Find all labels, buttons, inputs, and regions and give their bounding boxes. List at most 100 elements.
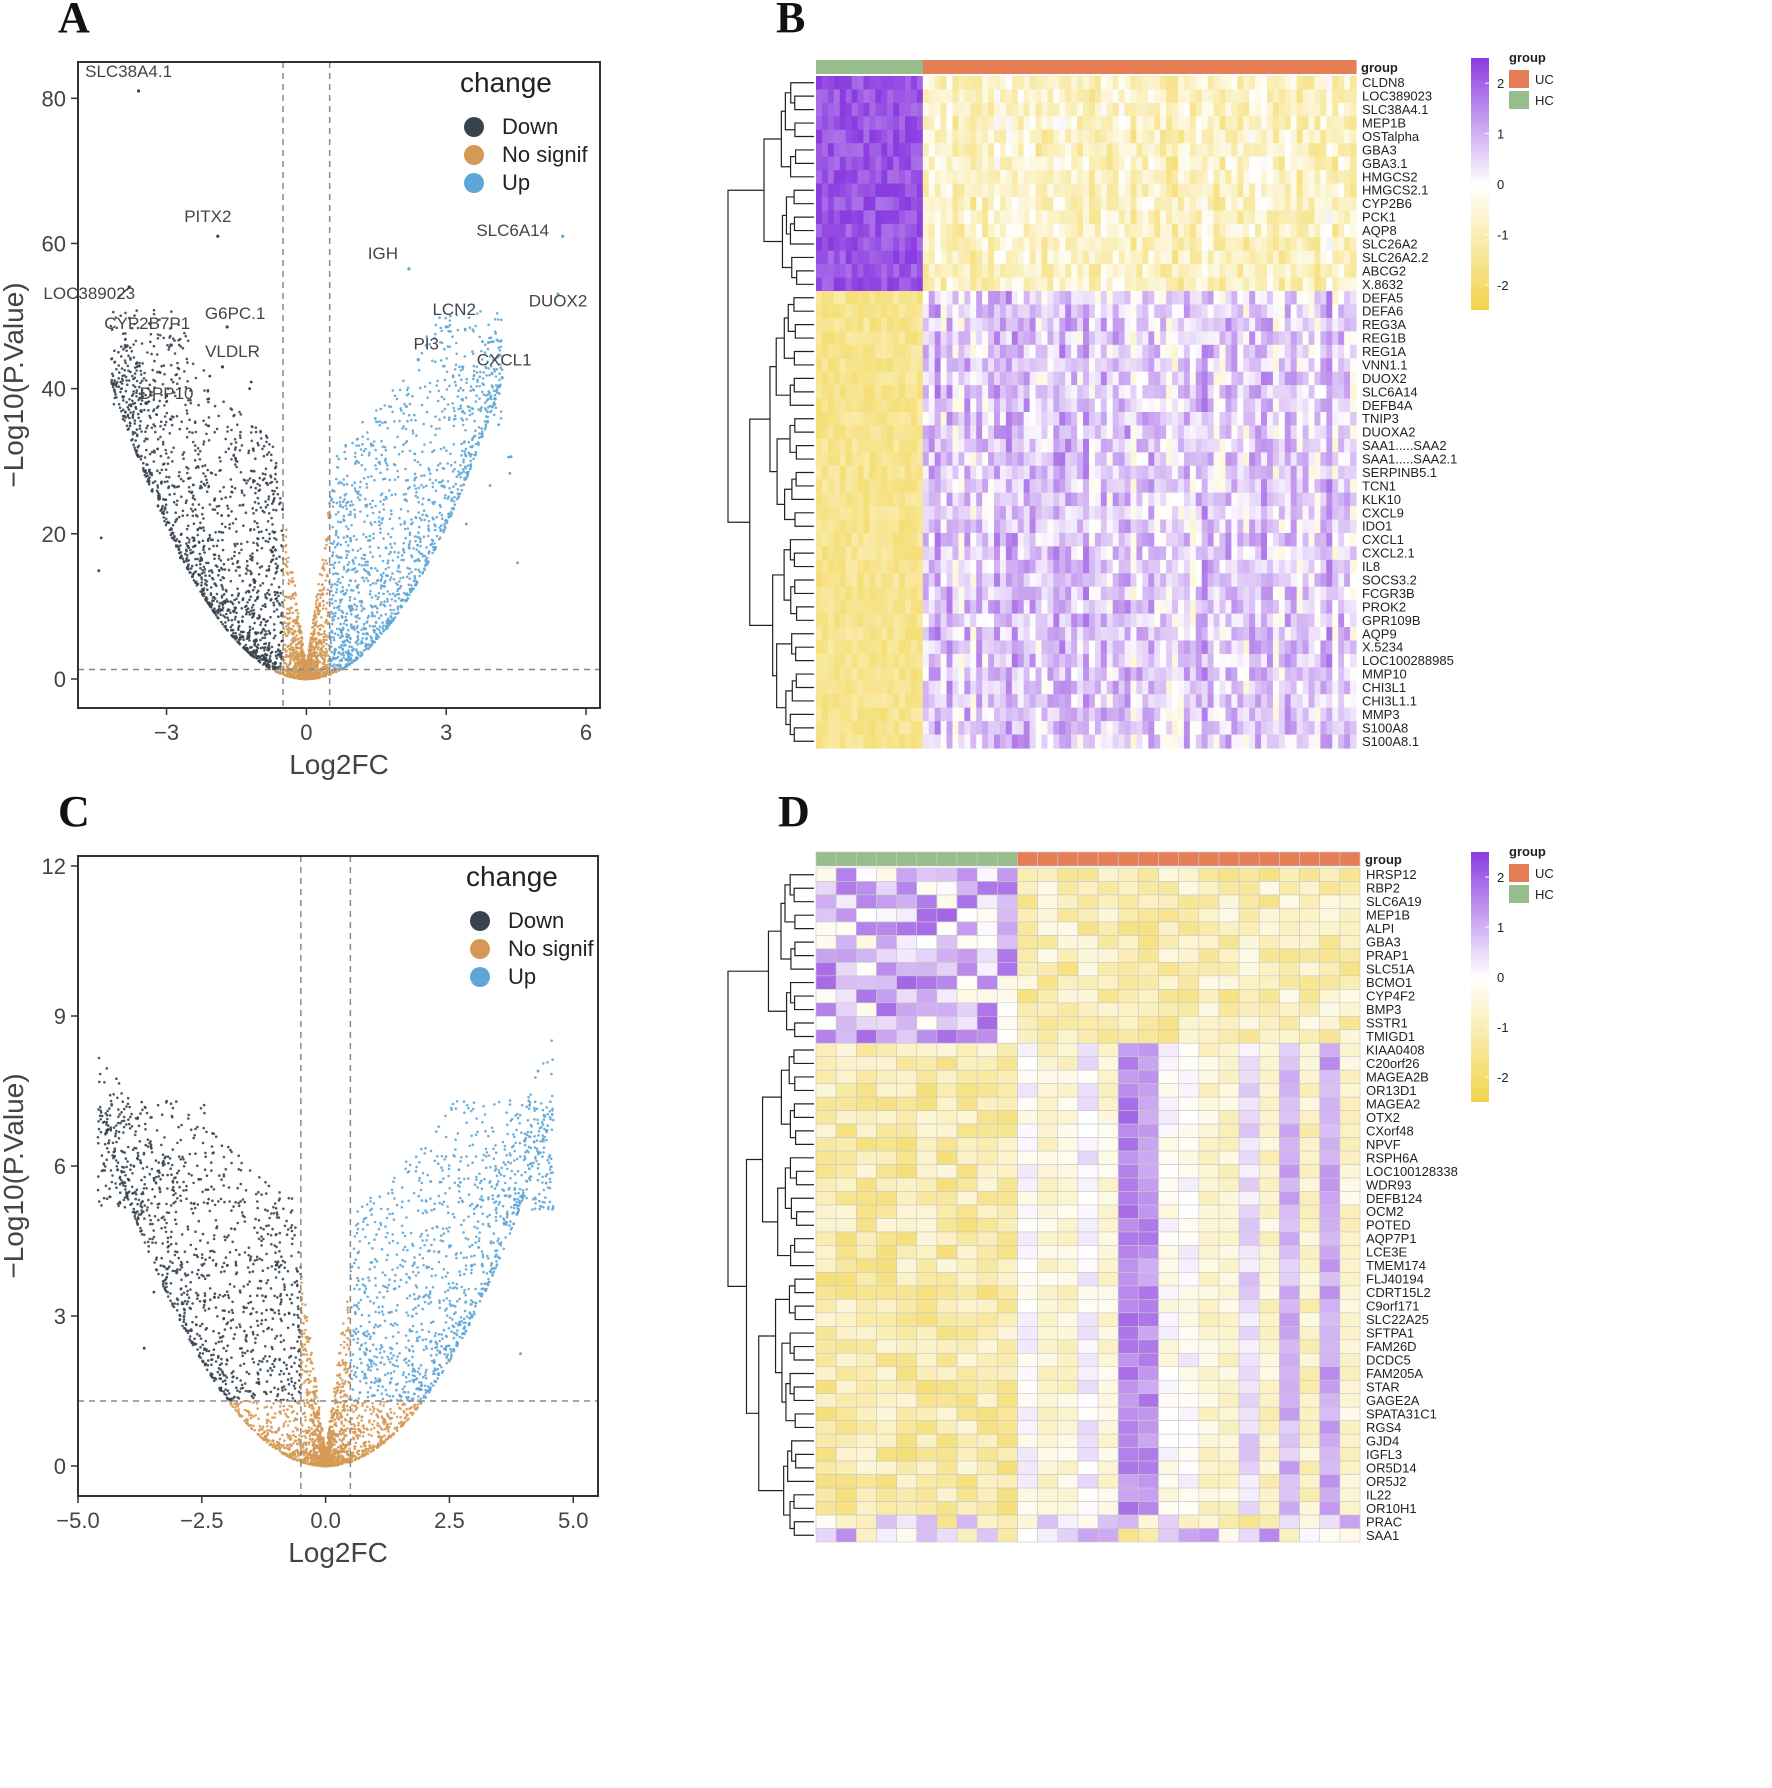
heatmap-cell [916,156,924,171]
scatter-point-up [337,520,340,524]
heatmap-cell [1225,89,1232,104]
scatter-point-down [275,608,279,611]
heatmap-cell [970,156,977,171]
scatter-point-up [443,522,446,526]
scatter-point-down [131,399,134,403]
scatter-point-down [251,425,254,429]
heatmap-cell [1118,129,1126,144]
scatter-point-down [189,548,192,552]
scatter-point-down [222,400,225,404]
scatter-point-down [253,641,257,644]
scatter-point-down [204,423,208,426]
scatter-point-down [138,427,142,430]
heatmap-cell [1154,89,1161,104]
heatmap-cell [1261,102,1268,117]
heatmap-cell [940,129,948,144]
scatter-point-down [158,471,162,475]
scatter-point-up [442,528,446,532]
scatter-point-up [379,500,382,503]
scatter-point-up [364,503,367,507]
heatmap-cell [946,156,954,171]
scatter-point-nosig [305,677,308,681]
scatter-point-nosig [289,643,293,647]
scatter-point-down [117,350,120,354]
scatter-point-down [254,457,257,461]
scatter-point-up [398,570,402,574]
heatmap-cell [1142,89,1149,104]
heatmap-cell [1201,89,1209,104]
scatter-point-down [200,584,203,587]
scatter-point-down [229,495,232,499]
heatmap-cell [869,143,876,158]
scatter-point-up [347,584,351,587]
heatmap-cell [1142,129,1149,144]
scatter-point-nosig [297,673,300,677]
scatter-point-up [470,452,473,456]
scatter-point-down [173,485,176,489]
scatter-point-up [328,631,332,635]
scatter-point-down [151,481,155,485]
scatter-point-down [236,640,239,644]
scatter-point-down [218,601,222,605]
scatter-point-nosig [325,642,328,646]
scatter-point-nosig [319,652,322,656]
scatter-point-down [228,526,231,530]
heatmap-cell [821,89,829,104]
heatmap-cell [1344,129,1351,144]
scatter-point-down [266,591,269,595]
scatter-point-up [423,385,427,388]
heatmap-cell [1053,156,1060,171]
heatmap-cell [1189,89,1197,104]
scatter-point-up [482,393,486,397]
scatter-point-down [270,598,273,601]
scatter-point-up [413,413,416,417]
scatter-point-down [253,479,256,483]
scatter-point-down [125,424,129,428]
scatter-point-down [181,509,185,513]
scatter-point-nosig [316,625,319,628]
scatter-point-up [471,328,475,331]
scatter-point-up [361,637,365,640]
scatter-point-down [167,521,171,525]
heatmap-cell [1106,170,1114,185]
scatter-point-nosig [326,512,330,515]
heatmap-cell [1047,116,1054,131]
heatmap-cell [863,170,870,185]
scatter-point-up [477,426,481,429]
scatter-point-nosig [305,670,308,673]
heatmap-cell [905,156,912,171]
scatter-point-down [258,656,261,659]
scatter-point-up [367,571,371,574]
scatter-point-up [464,447,468,451]
scatter-point-up [440,513,444,517]
scatter-point-up [431,481,435,485]
scatter-point-down [226,504,229,508]
scatter-point-down [238,574,241,577]
scatter-point-down [226,628,229,632]
scatter-point-up [346,544,350,547]
heatmap-cell [821,156,829,171]
scatter-point-up [365,646,368,650]
scatter-point-down [205,478,208,482]
heatmap-cell [946,76,954,91]
scatter-point-up [334,572,338,575]
scatter-point-down [248,631,251,634]
gene-label: SLC38A4.1 [85,62,172,81]
scatter-point-down [197,465,200,469]
scatter-point-down [112,402,116,406]
scatter-point-up [428,498,431,502]
scatter-point-up [416,543,419,547]
scatter-point-down [275,486,279,490]
heatmap-cell [887,143,894,158]
scatter-point-up [474,324,477,328]
heatmap-cell [845,89,853,104]
gene-label: IGH [368,244,398,263]
scatter-point-nosig [294,643,298,646]
scatter-point-nosig [291,576,294,580]
scatter-point-up [353,597,357,600]
scatter-point-down [133,422,137,425]
scatter-point-down [256,537,259,540]
gene-label: SLC6A14 [476,221,549,240]
scatter-point-up [337,536,340,539]
scatter-point-down [242,638,245,642]
